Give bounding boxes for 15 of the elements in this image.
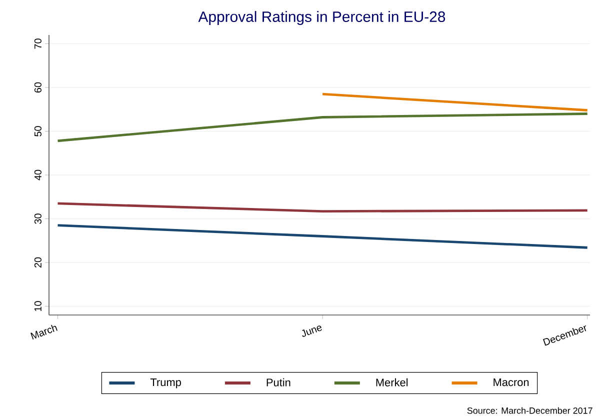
- y-tick-label: 50: [34, 126, 42, 136]
- y-tick-label: 40: [34, 170, 42, 180]
- x-tick-label: March: [30, 324, 58, 340]
- legend-label: Putin: [266, 378, 290, 386]
- y-tick-label: 60: [34, 82, 42, 93]
- x-tick-label: June: [302, 326, 322, 337]
- legend-label: Macron: [494, 378, 529, 386]
- legend-label: Trump: [150, 378, 181, 388]
- legend-label: Merkel: [376, 378, 408, 386]
- y-tick-label: 10: [34, 301, 42, 312]
- y-tick-label: 20: [34, 257, 42, 268]
- chart-title: Approval Ratings in Percent in EU-28: [198, 11, 446, 25]
- source-note: Source: March-December 2017: [467, 407, 592, 414]
- y-tick-label: 70: [34, 38, 42, 49]
- y-tick-label: 30: [34, 214, 42, 224]
